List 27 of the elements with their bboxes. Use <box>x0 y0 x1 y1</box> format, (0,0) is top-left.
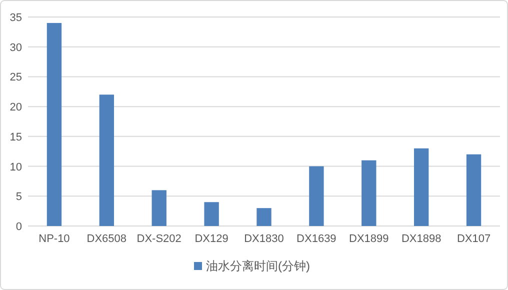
x-tick-label: DX6508 <box>86 233 127 245</box>
y-tick-label: 35 <box>10 12 22 24</box>
x-tick-label: DX1898 <box>401 233 442 245</box>
y-tick-label: 15 <box>10 131 22 144</box>
bar <box>309 166 324 226</box>
x-tick-label: DX-S202 <box>136 233 182 245</box>
y-tick-label: 0 <box>16 221 22 233</box>
y-tick-label: 20 <box>10 102 22 114</box>
bar <box>414 148 429 226</box>
bar <box>256 208 272 226</box>
bar <box>466 154 482 226</box>
y-tick-label: 30 <box>10 42 22 54</box>
x-tick-label: DX107 <box>456 233 491 245</box>
x-tick-label: DX1899 <box>349 233 389 245</box>
bar <box>152 190 166 226</box>
y-tick-label: 10 <box>10 161 22 174</box>
bar <box>204 202 219 226</box>
x-tick-label: DX1639 <box>296 233 336 245</box>
bar <box>46 22 62 226</box>
y-tick-label: 25 <box>10 72 22 84</box>
y-tick-label: 5 <box>16 191 22 204</box>
bar <box>362 160 376 226</box>
bar <box>99 94 114 226</box>
legend-label: 油水分离时间(分钟) <box>206 259 310 273</box>
x-tick-label: DX1830 <box>244 233 284 245</box>
x-tick-label: NP-10 <box>38 233 70 245</box>
x-tick-label: DX129 <box>194 233 228 245</box>
